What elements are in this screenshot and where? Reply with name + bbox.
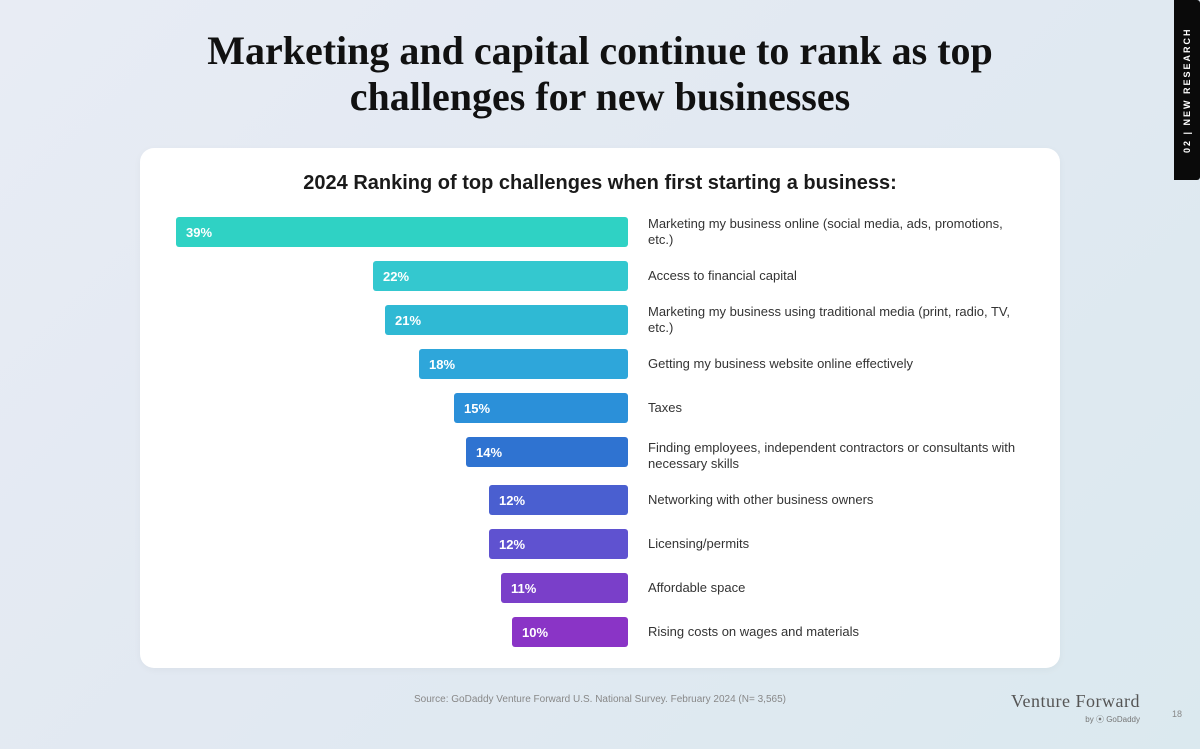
chart-row: 22% Access to financial capital (176, 261, 1024, 291)
chart-bar: 12% (489, 485, 628, 515)
chart-bar-label: Marketing my business online (social med… (648, 217, 1024, 247)
brand-sub: by ⦿ GoDaddy (1011, 714, 1140, 725)
chart-bar: 39% (176, 217, 628, 247)
chart-bar-value: 18% (419, 357, 455, 372)
chart-row: 12% Licensing/permits (176, 529, 1024, 559)
chart-row: 21% Marketing my business using tradition… (176, 305, 1024, 335)
page-title: Marketing and capital continue to rank a… (0, 28, 1200, 120)
chart-row: 11% Affordable space (176, 573, 1024, 603)
page-number: 18 (1172, 709, 1182, 719)
chart-bar-label: Licensing/permits (648, 529, 749, 559)
chart-bar: 10% (512, 617, 628, 647)
chart-bar-value: 10% (512, 625, 548, 640)
chart-bar: 18% (419, 349, 628, 379)
chart-bar-label: Networking with other business owners (648, 485, 873, 515)
chart-row: 15% Taxes (176, 393, 1024, 423)
chart-bar: 11% (501, 573, 628, 603)
chart-bar-value: 22% (373, 269, 409, 284)
chart-row: 10% Rising costs on wages and materials (176, 617, 1024, 647)
chart-row: 18% Getting my business website online ef… (176, 349, 1024, 379)
chart-bar: 14% (466, 437, 628, 467)
chart-bar-label: Access to financial capital (648, 261, 797, 291)
chart-bar-value: 14% (466, 445, 502, 460)
chart-bar-value: 12% (489, 537, 525, 552)
chart-bar-label: Finding employees, independent contracto… (648, 437, 1024, 475)
chart-bar-label: Marketing my business using traditional … (648, 305, 1024, 335)
chart-row: 39% Marketing my business online (social … (176, 217, 1024, 247)
chart-bar-value: 15% (454, 401, 490, 416)
chart-bar-label: Affordable space (648, 573, 745, 603)
chart-bar-label: Taxes (648, 393, 682, 423)
chart-bar-value: 12% (489, 493, 525, 508)
chart-bar: 21% (385, 305, 628, 335)
chart-bar: 22% (373, 261, 628, 291)
chart-bar-value: 21% (385, 313, 421, 328)
chart-row: 12% Networking with other business owners (176, 485, 1024, 515)
chart-bar: 12% (489, 529, 628, 559)
chart-bar-label: Getting my business website online effec… (648, 349, 913, 379)
chart-bar-value: 39% (176, 225, 212, 240)
bar-chart: 39% Marketing my business online (social … (176, 217, 1024, 647)
chart-bar-label: Rising costs on wages and materials (648, 617, 859, 647)
chart-bar-value: 11% (501, 581, 536, 596)
brand-main: Venture Forward (1011, 691, 1140, 712)
chart-card: 2024 Ranking of top challenges when firs… (140, 148, 1060, 668)
brand-block: Venture Forward by ⦿ GoDaddy (1011, 691, 1140, 725)
chart-row: 14% Finding employees, independent contra… (176, 437, 1024, 475)
chart-bar: 15% (454, 393, 628, 423)
chart-subtitle: 2024 Ranking of top challenges when firs… (176, 172, 1024, 195)
